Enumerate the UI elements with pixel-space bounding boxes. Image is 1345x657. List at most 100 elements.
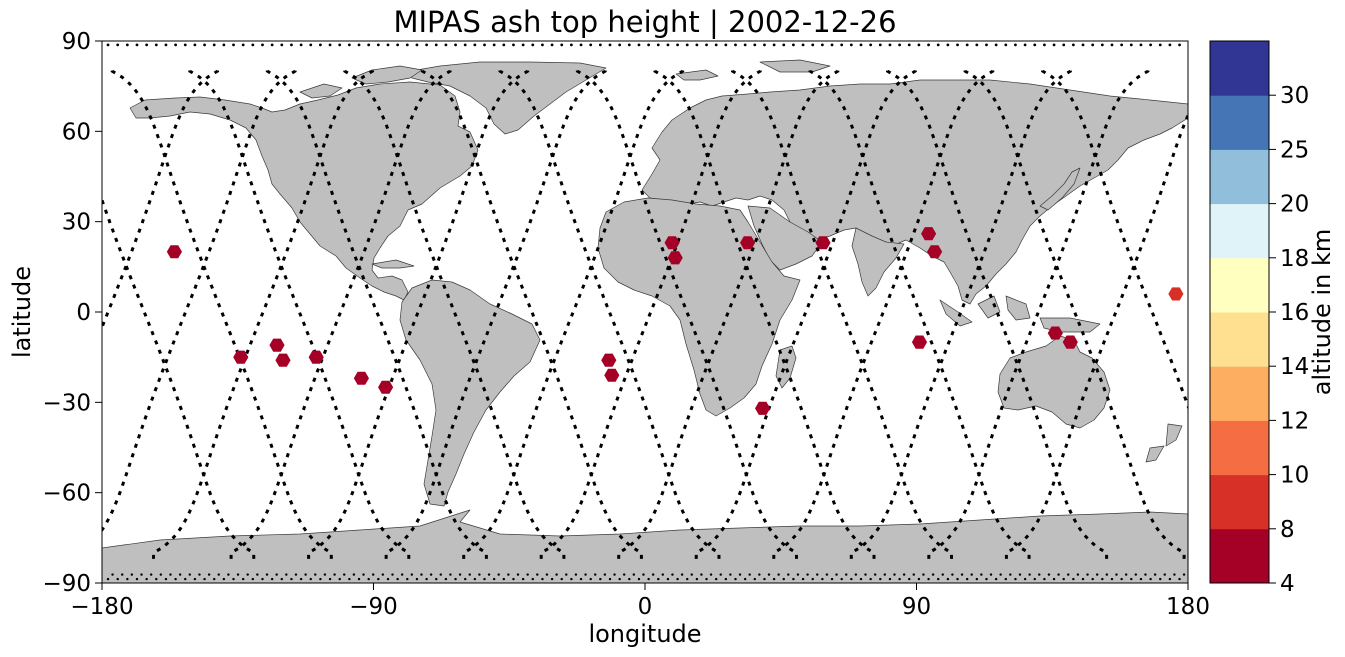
colorbar-bin xyxy=(1210,528,1269,584)
polar-dot xyxy=(178,573,182,576)
polar-dot xyxy=(1149,43,1152,47)
polar-dot xyxy=(1182,573,1186,576)
colorbar-bin xyxy=(1210,41,1269,96)
polar-dot xyxy=(569,43,573,47)
polar-track-dots xyxy=(106,43,1186,581)
polar-dot xyxy=(497,573,500,576)
polar-dot xyxy=(748,573,751,576)
polar-dot xyxy=(811,577,814,581)
polar-dot xyxy=(719,573,722,576)
polar-dot xyxy=(241,43,245,47)
polar-dot xyxy=(772,43,776,47)
polar-dot xyxy=(116,43,120,47)
polar-dot xyxy=(338,43,342,47)
y-tick-label: 90 xyxy=(62,29,91,55)
ash-point xyxy=(378,380,394,394)
polar-dot xyxy=(709,573,713,576)
polar-dot xyxy=(270,43,274,47)
polar-dot xyxy=(618,43,622,47)
polar-dot xyxy=(743,577,747,581)
polar-dot xyxy=(285,573,288,576)
ash-points xyxy=(166,227,1184,415)
polar-dot xyxy=(854,573,858,576)
polar-dot xyxy=(347,43,351,47)
polar-dot xyxy=(1023,577,1027,581)
polar-dot xyxy=(594,573,597,576)
polar-dot xyxy=(232,43,235,47)
polar-dot xyxy=(859,577,863,581)
polar-dot xyxy=(912,573,915,576)
polar-dot xyxy=(796,573,800,576)
polar-dot xyxy=(686,577,689,581)
polar-dot xyxy=(1129,43,1133,47)
polar-dot xyxy=(985,577,988,581)
polar-dot xyxy=(1159,577,1162,581)
ash-point xyxy=(308,350,324,364)
ash-point xyxy=(1062,335,1078,349)
polar-dot xyxy=(400,573,404,576)
polar-dot xyxy=(994,577,998,581)
polar-dot xyxy=(1004,43,1008,47)
polar-dot xyxy=(516,573,520,576)
polar-dot xyxy=(825,573,829,576)
polar-dot xyxy=(589,43,593,47)
polar-dot xyxy=(1178,577,1181,581)
polar-dot xyxy=(193,43,197,47)
polar-dot xyxy=(1178,43,1181,47)
polar-dot xyxy=(792,577,795,581)
x-tick-label: −180 xyxy=(70,594,133,620)
orbit-track-ascending xyxy=(617,65,840,559)
polar-dot xyxy=(758,573,761,576)
polar-dot xyxy=(1153,573,1157,576)
polar-dot xyxy=(429,573,433,576)
polar-dot xyxy=(820,43,824,47)
colorbar-tick-label: 30 xyxy=(1280,83,1309,109)
polar-dot xyxy=(184,577,187,581)
polar-dot xyxy=(492,43,496,47)
polar-dot xyxy=(1062,43,1066,47)
polar-dot xyxy=(937,577,940,581)
polar-dot xyxy=(410,573,414,576)
polar-dot xyxy=(883,573,887,576)
polar-dot xyxy=(183,43,187,47)
colorbar-tick-label: 12 xyxy=(1280,408,1309,434)
polar-dot xyxy=(357,43,361,47)
polar-dot xyxy=(1124,573,1128,576)
polar-dot xyxy=(425,43,428,47)
colorbar-bin xyxy=(1210,312,1269,367)
polar-dot xyxy=(767,573,771,576)
polar-dot xyxy=(473,577,477,581)
polar-dot xyxy=(541,577,544,581)
polar-dot xyxy=(444,577,448,581)
polar-dot xyxy=(850,577,853,581)
polar-dot xyxy=(1004,577,1007,581)
polar-dot xyxy=(792,43,795,47)
polar-dot xyxy=(574,573,578,576)
polar-dot xyxy=(951,573,954,576)
polar-dot xyxy=(782,577,785,581)
polar-dot xyxy=(164,43,168,47)
polar-dot xyxy=(956,577,959,581)
polar-dot xyxy=(309,577,312,581)
polar-dot xyxy=(545,573,549,576)
ash-point xyxy=(755,401,771,415)
polar-dot xyxy=(222,577,226,581)
polar-dot xyxy=(140,573,143,576)
polar-dot xyxy=(902,573,906,576)
y-tick-label: −90 xyxy=(42,571,91,597)
polar-dot xyxy=(454,43,457,47)
polar-dot xyxy=(1134,573,1138,576)
polar-dot xyxy=(878,43,882,47)
polar-dot xyxy=(830,577,834,581)
polar-dot xyxy=(396,43,400,47)
polar-dot xyxy=(763,43,766,47)
y-tick-label: −60 xyxy=(42,481,91,507)
polar-dot xyxy=(512,43,515,47)
polar-dot xyxy=(975,43,979,47)
polar-dot xyxy=(135,43,139,47)
polar-dot xyxy=(1052,43,1056,47)
polar-dot xyxy=(126,577,129,581)
polar-dot xyxy=(473,43,477,47)
polar-dot xyxy=(1168,43,1172,47)
x-axis-label: longitude xyxy=(588,620,701,648)
